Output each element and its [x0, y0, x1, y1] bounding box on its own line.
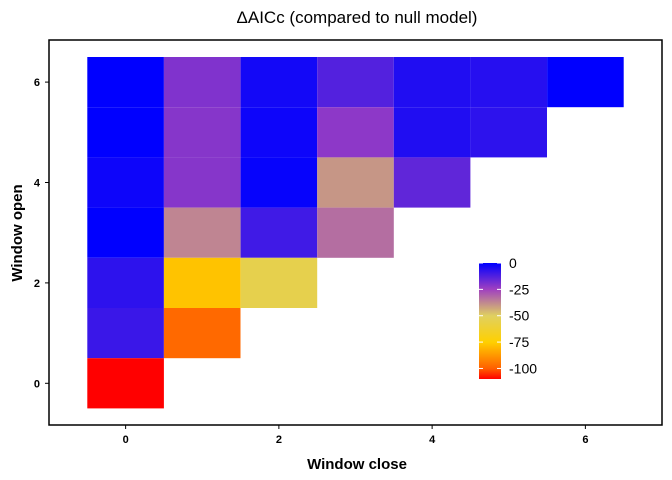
heatmap-cell — [163, 157, 241, 208]
heatmap-cell — [317, 57, 394, 108]
heatmap-cell — [240, 157, 318, 208]
plot-panel-border — [48, 39, 663, 426]
heatmap-cell — [393, 107, 471, 158]
heatmap-cell — [240, 207, 318, 258]
legend-label: 0 — [509, 255, 517, 271]
legend-label: -25 — [509, 281, 529, 297]
y-tick-label: 2 — [34, 278, 40, 290]
color-legend: 0 -25 -50 -75 -100 — [479, 255, 537, 379]
heatmap-cells — [87, 57, 624, 409]
heatmap-cell — [317, 207, 394, 258]
heatmap-cell — [163, 107, 241, 158]
heatmap-cell — [87, 257, 164, 308]
y-tick-label: 6 — [34, 77, 40, 89]
y-axis-ticks: 0 2 4 6 — [34, 77, 49, 390]
x-axis-ticks: 0 2 4 6 — [123, 425, 588, 446]
heatmap-cell — [87, 207, 164, 258]
heatmap-cell — [87, 57, 164, 108]
legend-colorbar — [479, 263, 501, 379]
heatmap-cell — [240, 107, 318, 158]
x-tick-label: 0 — [123, 434, 129, 446]
heatmap-cell — [547, 57, 624, 108]
x-axis-label: Window close — [307, 456, 407, 473]
heatmap-cell — [240, 257, 318, 308]
x-tick-label: 6 — [582, 434, 588, 446]
heatmap-cell — [87, 107, 164, 158]
heatmap-cell — [317, 157, 394, 208]
legend-label: -50 — [509, 308, 529, 324]
y-tick-label: 0 — [34, 378, 40, 390]
heatmap-cell — [163, 207, 241, 258]
heatmap-cell — [317, 107, 394, 158]
heatmap-cell — [470, 57, 547, 108]
legend-label: -100 — [509, 360, 537, 376]
heatmap-cell — [163, 257, 241, 308]
heatmap-cell — [163, 57, 241, 108]
heatmap-cell — [470, 107, 547, 158]
chart-title: ΔAICc (compared to null model) — [237, 8, 478, 27]
heatmap-cell — [87, 358, 164, 409]
y-axis-label: Window open — [9, 184, 26, 281]
legend-label: -75 — [509, 334, 529, 350]
heatmap-cell — [87, 157, 164, 208]
heatmap-cell — [393, 157, 471, 208]
x-tick-label: 4 — [429, 434, 436, 446]
heatmap-cell — [393, 57, 471, 108]
heatmap-cell — [163, 308, 241, 359]
heatmap-cell — [87, 308, 164, 359]
y-tick-label: 4 — [34, 178, 41, 190]
heatmap-cell — [240, 57, 318, 108]
x-tick-label: 2 — [276, 434, 282, 446]
